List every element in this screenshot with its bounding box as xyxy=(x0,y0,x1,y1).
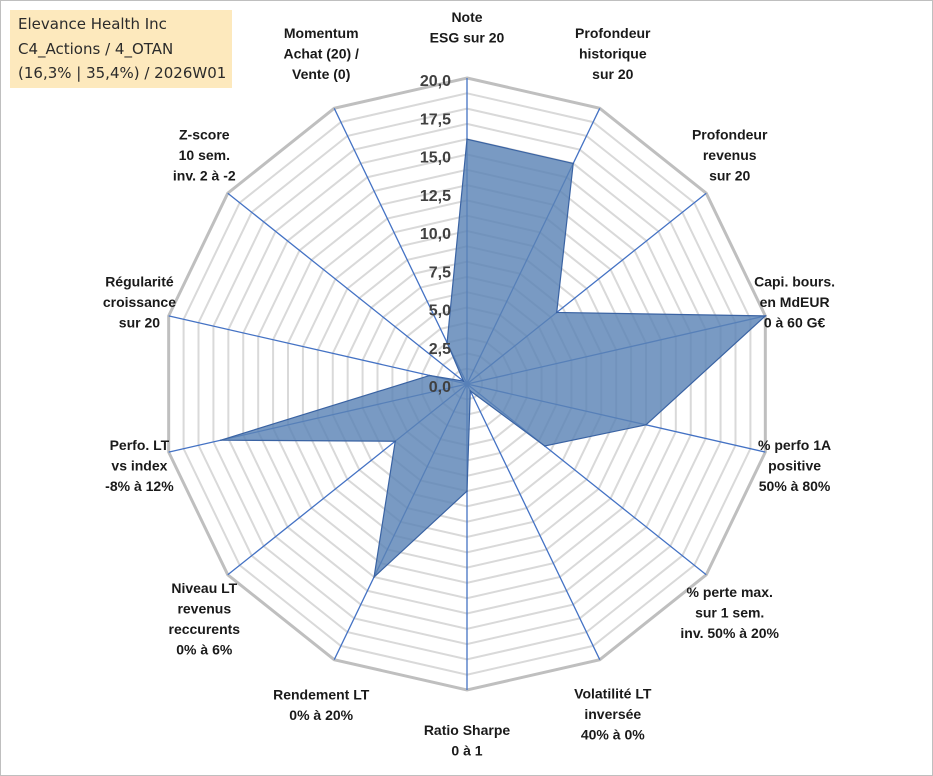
series-point xyxy=(555,311,558,314)
category-label-line: % perfo 1A xyxy=(758,437,831,453)
category-label-line: Ratio Sharpe xyxy=(424,722,511,738)
category-label-line: Achat (20) / xyxy=(283,45,359,61)
category-label: Ratio Sharpe 0 à 1 xyxy=(424,722,511,759)
category-label-line: 0% à 6% xyxy=(176,642,233,658)
category-label-line: -8% à 12% xyxy=(105,478,174,494)
category-label-line: sur 1 sem. xyxy=(695,604,764,620)
category-label-line: % perte max. xyxy=(687,584,773,600)
category-label-line: ESG sur 20 xyxy=(430,30,505,46)
category-label-line: Profondeur xyxy=(575,25,651,41)
category-label-line: sur 20 xyxy=(709,168,750,184)
category-label-line: sur 20 xyxy=(119,315,160,331)
series-point xyxy=(466,138,468,140)
radar-spoke xyxy=(333,108,468,385)
tick-label: 12,5 xyxy=(420,188,451,205)
category-label: Momentum Achat (20) / Vente (0) xyxy=(283,25,359,82)
series-point xyxy=(466,490,468,492)
category-label-line: Capi. bours. xyxy=(754,274,835,290)
series-point xyxy=(764,315,767,317)
series-point xyxy=(373,576,375,578)
portfolio-label: C4_Actions / 4_OTAN xyxy=(18,40,174,58)
category-label-line: 0% à 20% xyxy=(289,707,353,723)
series-point xyxy=(428,374,431,377)
radar-spoke xyxy=(466,383,601,660)
radial-tick-labels: 0,0 2,5 5,0 7,5 10,0 12,5 15,0 17,5 20,0 xyxy=(420,73,451,396)
category-labels: Note ESG sur 20 Profondeur historique sur 20… xyxy=(103,9,835,759)
category-label-line: Momentum xyxy=(284,25,359,41)
series-point xyxy=(446,341,448,344)
category-label: Note ESG sur 20 xyxy=(430,9,505,46)
category-label-line: Volatilité LT xyxy=(574,686,652,702)
category-label: % perte max. sur 1 sem. inv. 50% à 20% xyxy=(680,584,779,641)
category-label-line: Note xyxy=(451,9,482,25)
category-label-line: 0 à 60 G€ xyxy=(764,315,826,331)
info-box: Elevance Health Inc C4_Actions / 4_OTAN … xyxy=(10,10,232,88)
category-label-line: historique xyxy=(579,45,647,61)
category-label-line: en MdEUR xyxy=(760,294,830,310)
series-point xyxy=(543,445,546,447)
tick-label: 15,0 xyxy=(420,150,451,167)
radar-spoke xyxy=(168,315,468,385)
series-point xyxy=(572,162,575,165)
category-label: Capi. bours. en MdEUR 0 à 60 G€ xyxy=(754,274,835,331)
series-point xyxy=(220,439,222,441)
category-label: Profondeur revenus sur 20 xyxy=(692,127,768,184)
category-label: Rendement LT 0% à 20% xyxy=(273,687,370,724)
category-label-line: Rendement LT xyxy=(273,687,370,703)
category-label: % perfo 1A positive 50% à 80% xyxy=(758,437,831,494)
category-label: Régularité croissance sur 20 xyxy=(103,274,176,331)
series-point xyxy=(394,440,397,443)
category-label-line: Régularité xyxy=(105,274,174,290)
category-label: Volatilité LT inversée 40% à 0% xyxy=(574,686,652,743)
tick-label: 5,0 xyxy=(429,303,451,320)
tick-label: 20,0 xyxy=(420,73,451,90)
company-name: Elevance Health Inc xyxy=(18,15,167,33)
category-label: Profondeur historique sur 20 xyxy=(575,25,651,82)
category-label: Niveau LT revenus reccurents 0% à 6% xyxy=(169,580,241,658)
tick-label: 7,5 xyxy=(429,264,451,281)
category-label-line: 0 à 1 xyxy=(451,743,482,759)
category-label-line: 10 sem. xyxy=(179,147,230,163)
tick-label: 17,5 xyxy=(420,111,451,128)
category-label-line: reccurents xyxy=(169,621,241,637)
tick-label: 0,0 xyxy=(429,379,451,396)
category-label-line: revenus xyxy=(703,147,757,163)
category-label-line: sur 20 xyxy=(592,66,633,82)
category-label-line: revenus xyxy=(177,601,231,617)
period-label: (16,3% | 35,4%) / 2026W01 xyxy=(18,64,227,82)
category-label: Perfo. LT vs index -8% à 12% xyxy=(105,437,174,494)
tick-label: 10,0 xyxy=(420,226,451,243)
category-label: Z-score 10 sem. inv. 2 à -2 xyxy=(173,127,236,184)
category-label-line: inv. 50% à 20% xyxy=(680,625,779,641)
category-label-line: Niveau LT xyxy=(171,580,237,596)
tick-label: 2,5 xyxy=(429,341,451,358)
category-label-line: 50% à 80% xyxy=(759,478,831,494)
radar-spoke xyxy=(227,192,468,385)
category-label-line: Perfo. LT xyxy=(110,437,170,453)
category-label-line: Z-score xyxy=(179,127,230,143)
radar-series xyxy=(220,138,767,579)
category-label-line: 40% à 0% xyxy=(581,727,645,743)
series-point xyxy=(469,390,472,392)
category-label-line: Profondeur xyxy=(692,127,768,143)
category-label-line: inv. 2 à -2 xyxy=(173,168,236,184)
category-label-line: inversée xyxy=(584,706,641,722)
category-label-line: vs index xyxy=(111,457,167,473)
category-label-line: positive xyxy=(768,457,821,473)
category-label-line: Vente (0) xyxy=(292,66,350,82)
category-label-line: croissance xyxy=(103,294,176,310)
series-point xyxy=(462,380,465,382)
series-point xyxy=(645,424,647,426)
